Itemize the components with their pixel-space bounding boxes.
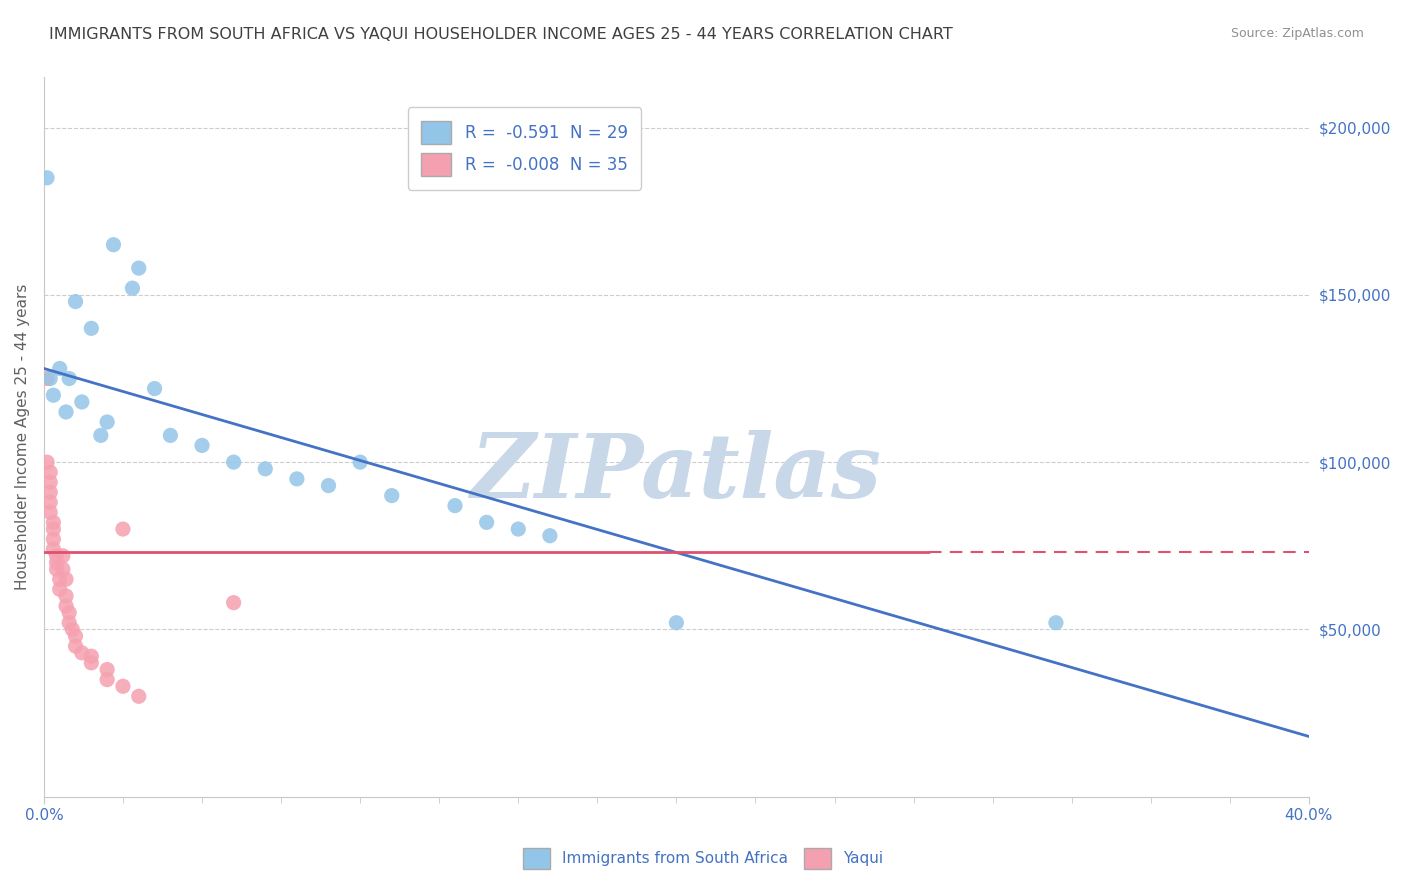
Point [90, 428, 112, 442]
Point [222, 596, 245, 610]
Point [58, 606, 80, 620]
Point [52, 562, 75, 576]
Point [475, 516, 498, 530]
Point [96, 673, 118, 687]
Point [58, 371, 80, 385]
Point [60, 623, 83, 637]
Point [191, 438, 214, 452]
Point [111, 522, 134, 536]
Point [42, 516, 65, 530]
Point [39, 475, 62, 490]
Point [39, 371, 62, 385]
Point [128, 690, 150, 704]
Point [55, 572, 77, 586]
Point [48, 572, 70, 586]
Point [55, 599, 77, 613]
Point [103, 237, 125, 252]
Point [70, 395, 93, 409]
Point [96, 415, 118, 429]
Legend: Immigrants from South Africa, Yaqui: Immigrants from South Africa, Yaqui [516, 841, 890, 875]
Point [222, 455, 245, 469]
Point [39, 485, 62, 500]
Point [45, 556, 67, 570]
Point [444, 499, 467, 513]
Point [80, 321, 103, 335]
Point [39, 465, 62, 479]
Point [349, 455, 371, 469]
Point [58, 615, 80, 630]
Point [48, 361, 70, 376]
Point [39, 495, 62, 509]
Point [538, 529, 561, 543]
Point [143, 382, 166, 396]
Point [35, 455, 58, 469]
Point [42, 388, 65, 402]
Point [35, 371, 58, 385]
Point [1045, 615, 1067, 630]
Point [45, 562, 67, 576]
Point [665, 615, 688, 630]
Y-axis label: Householder Income Ages 25 - 44 years: Householder Income Ages 25 - 44 years [15, 284, 30, 591]
Point [65, 629, 87, 643]
Point [254, 462, 277, 476]
Point [285, 472, 308, 486]
Legend: R =  -0.591  N = 29, R =  -0.008  N = 35: R = -0.591 N = 29, R = -0.008 N = 35 [408, 107, 641, 189]
Point [80, 656, 103, 670]
Text: Source: ZipAtlas.com: Source: ZipAtlas.com [1230, 27, 1364, 40]
Point [55, 405, 77, 419]
Point [45, 549, 67, 563]
Point [65, 639, 87, 653]
Point [55, 589, 77, 603]
Point [52, 549, 75, 563]
Point [35, 170, 58, 185]
Point [508, 522, 530, 536]
Text: ZIPatlas: ZIPatlas [471, 430, 882, 516]
Point [42, 542, 65, 557]
Point [80, 649, 103, 664]
Point [48, 582, 70, 597]
Point [128, 261, 150, 276]
Point [96, 663, 118, 677]
Point [42, 532, 65, 546]
Point [318, 478, 340, 492]
Point [159, 428, 181, 442]
Point [39, 505, 62, 519]
Point [42, 522, 65, 536]
Point [121, 281, 143, 295]
Point [70, 646, 93, 660]
Point [65, 294, 87, 309]
Text: IMMIGRANTS FROM SOUTH AFRICA VS YAQUI HOUSEHOLDER INCOME AGES 25 - 44 YEARS CORR: IMMIGRANTS FROM SOUTH AFRICA VS YAQUI HO… [49, 27, 953, 42]
Point [381, 489, 404, 503]
Point [111, 679, 134, 693]
